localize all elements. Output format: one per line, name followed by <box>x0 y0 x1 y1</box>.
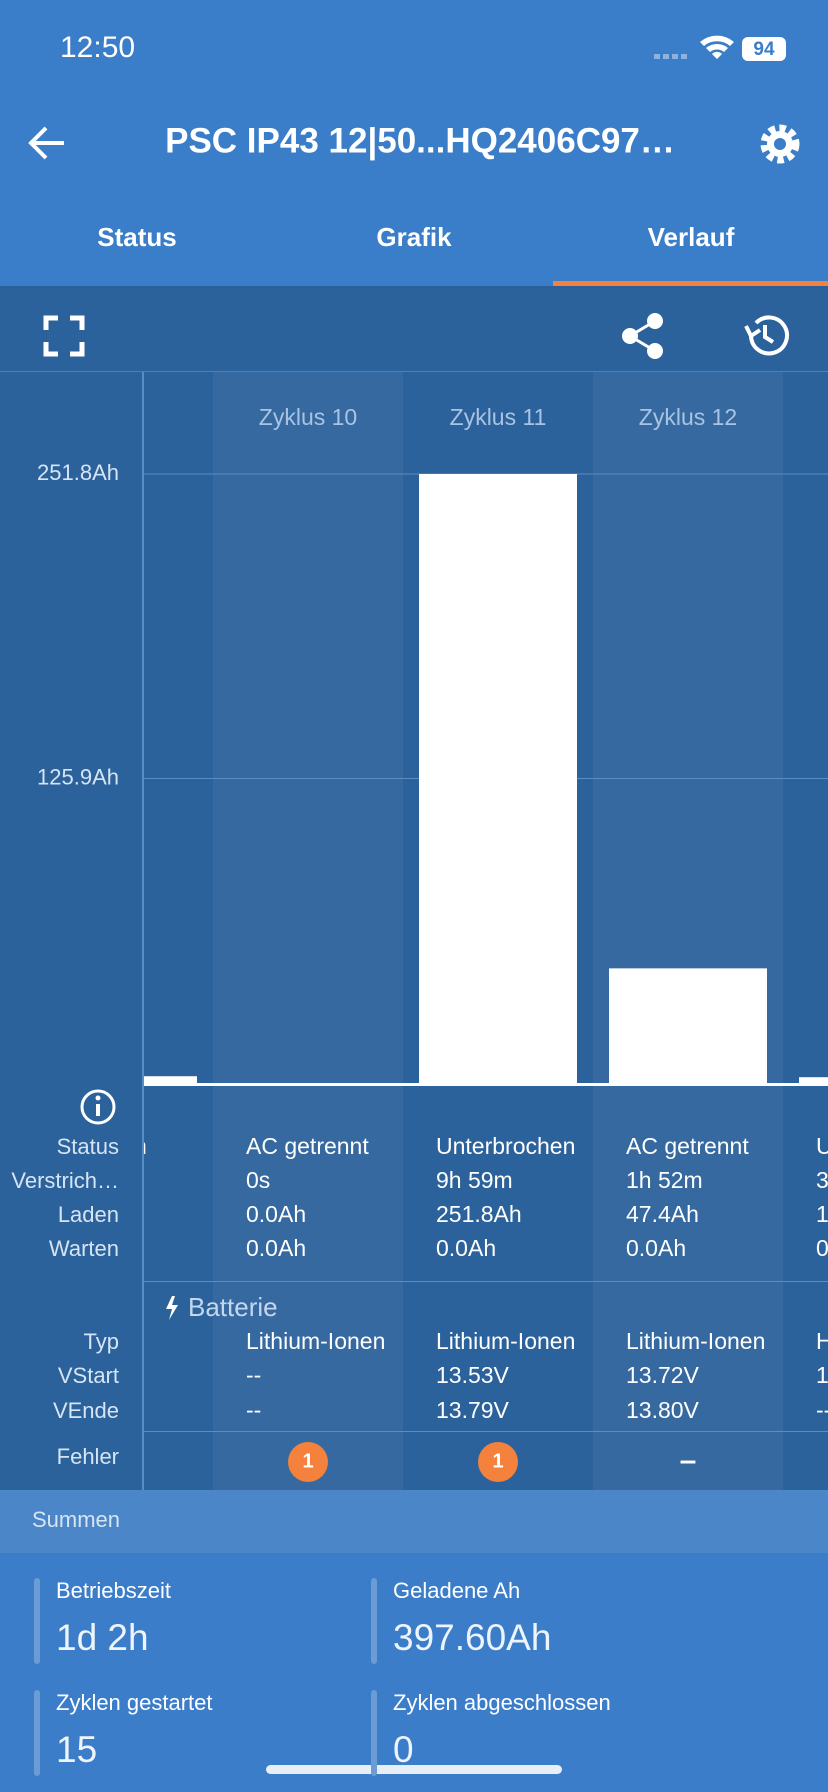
cell: AC getrennt <box>246 1133 369 1159</box>
cell: 3 <box>816 1167 828 1193</box>
fullscreen-button[interactable] <box>43 315 85 357</box>
error-count: – <box>680 1444 697 1477</box>
cell: -- <box>246 1362 261 1388</box>
y-axis <box>142 372 144 1490</box>
section-title: Batterie <box>188 1292 278 1322</box>
info-icon[interactable] <box>80 1089 116 1125</box>
summary-label: Zyklen abgeschlossen <box>393 1690 611 1715</box>
cell: Lithium-Ionen <box>626 1328 765 1354</box>
tab-indicator <box>553 281 828 286</box>
cell: 47.4Ah <box>626 1201 699 1227</box>
summary-label: Betriebszeit <box>56 1578 171 1603</box>
summary-value: 397.60Ah <box>393 1617 551 1658</box>
summary-bar <box>34 1690 40 1776</box>
summary-value: 0 <box>393 1729 414 1770</box>
row-label: VEnde <box>53 1398 119 1423</box>
row-label: Fehler <box>57 1444 119 1469</box>
cell: Lithium-Ionen <box>246 1328 385 1354</box>
y-tick-label: 125.9Ah <box>37 764 119 789</box>
cell: 9h 59m <box>436 1167 513 1193</box>
cell: 1 <box>816 1362 828 1388</box>
summary-value: 15 <box>56 1729 97 1770</box>
error-badge <box>478 1442 518 1482</box>
share-button[interactable] <box>622 313 663 359</box>
tab[interactable]: Verlauf <box>648 222 735 252</box>
baseline <box>143 1083 828 1086</box>
x-tick-label: Zyklus 12 <box>639 404 737 430</box>
battery-level: 94 <box>753 39 775 60</box>
cell: 13.80V <box>626 1397 700 1423</box>
home-indicator <box>266 1765 562 1774</box>
cell: H <box>816 1328 828 1354</box>
divider <box>0 371 828 372</box>
summary-title: Summen <box>32 1507 120 1532</box>
error-count: 1 <box>492 1450 503 1472</box>
row-label: Warten <box>49 1236 119 1261</box>
cell: -- <box>246 1397 261 1423</box>
summary-bar <box>371 1578 377 1664</box>
cell: 13.72V <box>626 1362 700 1388</box>
x-tick-label: Zyklus 10 <box>259 404 357 430</box>
row-label: Typ <box>84 1329 119 1354</box>
divider <box>143 1281 828 1282</box>
cell: 0s <box>246 1167 270 1193</box>
cell: 0.0Ah <box>626 1235 686 1261</box>
info-icon-dot <box>95 1095 101 1101</box>
tab[interactable]: Grafik <box>376 222 452 252</box>
cell: n ändern <box>56 1133 147 1159</box>
column-stripe <box>593 372 783 1490</box>
bolt-icon <box>166 1296 178 1320</box>
back-button[interactable] <box>28 126 64 160</box>
cell: 0.0Ah <box>246 1201 306 1227</box>
cell: 13.53V <box>436 1362 510 1388</box>
bar <box>143 1076 197 1083</box>
app-bar <box>0 0 828 286</box>
row-label: VStart <box>58 1363 119 1388</box>
row-label: Status <box>57 1134 119 1159</box>
tab[interactable]: Status <box>97 222 176 252</box>
row-label: Verstrich… <box>11 1168 119 1193</box>
bar <box>799 1077 828 1083</box>
cell: 251.8Ah <box>436 1201 522 1227</box>
error-badge <box>288 1442 328 1482</box>
signal <box>654 54 687 59</box>
device-title: PSC IP43 12|50...HQ2406C97… <box>165 121 675 160</box>
summary-band <box>0 1490 828 1553</box>
summary-value: 1d 2h <box>56 1617 149 1658</box>
row-label: Laden <box>58 1202 119 1227</box>
cell: Lithium-Ionen <box>436 1328 575 1354</box>
bar <box>419 474 577 1083</box>
column-stripe <box>213 372 403 1490</box>
cell: 1h 52m <box>626 1167 703 1193</box>
cell: 13.79V <box>436 1397 510 1423</box>
cell: U <box>816 1133 828 1159</box>
cell: -- <box>816 1397 828 1423</box>
cell: Unterbrochen <box>436 1133 575 1159</box>
cell: 1 <box>816 1201 828 1227</box>
info-icon-stem <box>96 1104 100 1116</box>
divider <box>143 1431 828 1432</box>
history-button[interactable] <box>744 315 789 356</box>
summary-bar <box>371 1690 377 1776</box>
bar <box>609 968 767 1083</box>
cell: 0.0Ah <box>246 1235 306 1261</box>
error-count: 1 <box>302 1450 313 1472</box>
summary-label: Zyklen gestartet <box>56 1690 213 1715</box>
wifi-icon <box>700 35 734 59</box>
summary-bar <box>34 1578 40 1664</box>
shadow <box>0 286 828 288</box>
cell: 0.0Ah <box>436 1235 496 1261</box>
settings-button[interactable] <box>760 124 800 164</box>
clock: 12:50 <box>60 31 135 64</box>
x-tick-label: Zyklus 11 <box>450 404 547 430</box>
cell: AC getrennt <box>626 1133 749 1159</box>
summary-label: Geladene Ah <box>393 1578 520 1603</box>
cell: 0 <box>816 1235 828 1261</box>
battery-icon <box>742 37 786 61</box>
y-tick-label: 251.8Ah <box>37 460 119 485</box>
